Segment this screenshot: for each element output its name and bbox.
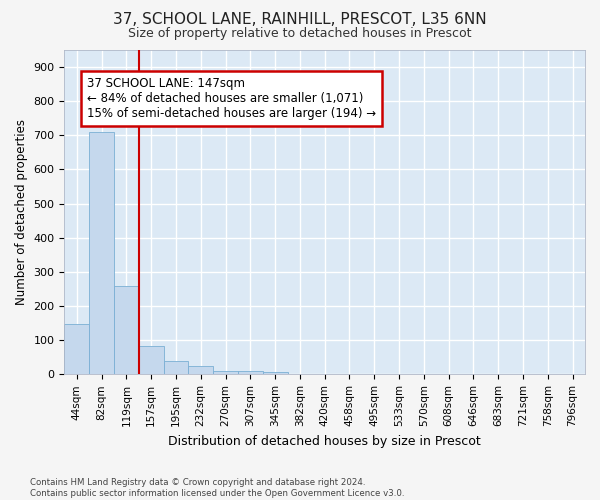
Bar — [139, 346, 164, 374]
X-axis label: Distribution of detached houses by size in Prescot: Distribution of detached houses by size … — [169, 434, 481, 448]
Bar — [89, 132, 114, 374]
Text: 37, SCHOOL LANE, RAINHILL, PRESCOT, L35 6NN: 37, SCHOOL LANE, RAINHILL, PRESCOT, L35 … — [113, 12, 487, 28]
Y-axis label: Number of detached properties: Number of detached properties — [15, 119, 28, 305]
Bar — [238, 371, 263, 374]
Bar — [114, 286, 139, 374]
Bar — [188, 366, 213, 374]
Bar — [164, 362, 188, 374]
Text: 37 SCHOOL LANE: 147sqm
← 84% of detached houses are smaller (1,071)
15% of semi-: 37 SCHOOL LANE: 147sqm ← 84% of detached… — [87, 78, 376, 120]
Bar — [64, 324, 89, 374]
Bar — [213, 371, 238, 374]
Bar — [263, 372, 287, 374]
Text: Size of property relative to detached houses in Prescot: Size of property relative to detached ho… — [128, 28, 472, 40]
Text: Contains HM Land Registry data © Crown copyright and database right 2024.
Contai: Contains HM Land Registry data © Crown c… — [30, 478, 404, 498]
